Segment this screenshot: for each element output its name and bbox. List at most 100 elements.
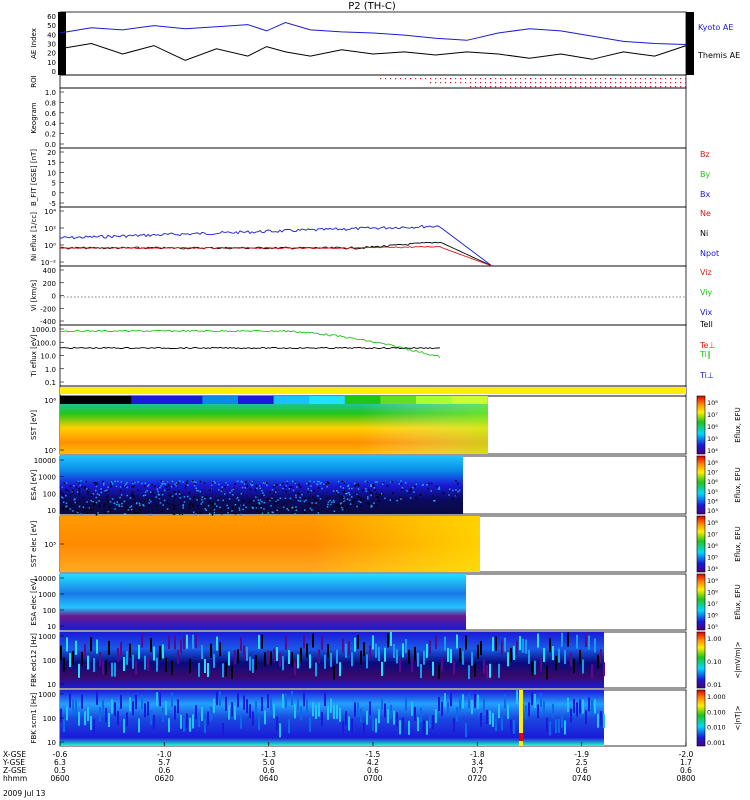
esa-noise-pixel bbox=[366, 481, 368, 483]
fbk-stripe bbox=[570, 652, 572, 667]
fbk-stripe bbox=[183, 635, 185, 650]
esa-noise-pixel bbox=[421, 484, 424, 487]
fbk-stripe bbox=[198, 713, 200, 727]
roi-dot bbox=[630, 86, 632, 88]
esa-noise-pixel bbox=[65, 488, 67, 491]
fbk-stripe bbox=[303, 634, 305, 649]
fbk-stripe bbox=[591, 699, 593, 714]
esa-noise-pixel bbox=[78, 505, 81, 508]
fbk-stripe bbox=[294, 704, 296, 719]
esa-noise-pixel bbox=[359, 501, 362, 503]
fbk_b-ytick: 10 bbox=[47, 739, 56, 747]
esa-noise-pixel bbox=[193, 480, 195, 483]
esa-noise-pixel bbox=[279, 497, 282, 499]
xaxis-row-label: Y-GSE bbox=[2, 758, 25, 767]
fbk-stripe bbox=[393, 710, 395, 725]
fbk-stripe bbox=[231, 702, 233, 717]
esa-noise-pixel bbox=[151, 498, 153, 500]
fbk-stripe bbox=[69, 653, 71, 667]
esa-noise-pixel bbox=[341, 496, 344, 498]
esa-noise-pixel bbox=[79, 513, 82, 515]
esa-noise-pixel bbox=[275, 511, 277, 513]
esa-noise-pixel bbox=[203, 482, 206, 484]
fbk-stripe bbox=[333, 665, 335, 680]
esa-noise-pixel bbox=[79, 504, 81, 506]
roi-dot bbox=[640, 86, 642, 88]
fbk-stripe bbox=[579, 699, 581, 714]
esa-noise-pixel bbox=[378, 500, 380, 502]
esa-noise-pixel bbox=[184, 502, 186, 504]
fbk_e-ytick: 100 bbox=[43, 657, 56, 665]
esa-noise-pixel bbox=[153, 494, 155, 496]
esa-noise-pixel bbox=[103, 482, 105, 485]
esa-noise-pixel bbox=[86, 488, 88, 490]
fbk-stripe bbox=[285, 635, 287, 650]
roi-dot bbox=[410, 78, 412, 80]
esa-noise-pixel bbox=[110, 480, 113, 483]
esa-noise-pixel bbox=[163, 489, 166, 492]
fbk-stripe bbox=[141, 633, 143, 648]
fbk-stripe bbox=[504, 637, 506, 652]
bfit-ytick: 15 bbox=[47, 159, 56, 167]
esa-noise-pixel bbox=[257, 499, 260, 501]
esa-noise-pixel bbox=[205, 495, 207, 498]
esa-noise-pixel bbox=[258, 502, 260, 504]
esa_i-cbar-tick: 10³ bbox=[707, 507, 718, 515]
esa-noise-pixel bbox=[167, 484, 170, 486]
roi-dot bbox=[615, 86, 617, 88]
roi-dot bbox=[625, 78, 627, 80]
roi-dot bbox=[565, 82, 567, 84]
sst_e-cbar-tick: 10⁸ bbox=[707, 519, 718, 527]
fbk-stripe bbox=[537, 633, 539, 648]
ti-ytick: 100.0 bbox=[36, 339, 56, 347]
vi-legend-1: Viy bbox=[700, 288, 713, 297]
esa-noise-pixel bbox=[224, 486, 226, 489]
esa-noise-pixel bbox=[315, 502, 317, 504]
xaxis-value: 0700 bbox=[363, 774, 382, 783]
fbk-stripe bbox=[159, 646, 161, 661]
esa-noise-pixel bbox=[98, 494, 100, 496]
esa-noise-pixel bbox=[117, 480, 119, 483]
esa-noise-pixel bbox=[177, 482, 179, 484]
fbk_e-cbar-label: <|mV/m|> bbox=[734, 641, 742, 678]
sst-top-cell bbox=[60, 396, 96, 404]
fbk-stripe bbox=[63, 718, 65, 733]
fbk_b-cbar-tick: 0.001 bbox=[707, 739, 726, 747]
esa-noise-pixel bbox=[298, 493, 300, 495]
ti-ytick: 10.0 bbox=[40, 353, 56, 361]
esa-noise-pixel bbox=[110, 484, 113, 487]
y-axes: AE Index6050403020100ROIKeogram1.00.80.6… bbox=[30, 13, 64, 747]
esa-noise-pixel bbox=[199, 512, 201, 514]
fbk-stripe bbox=[558, 648, 560, 663]
sst-top-cell bbox=[131, 396, 168, 404]
sst-top-cell bbox=[202, 396, 239, 404]
esa-noise-pixel bbox=[289, 486, 291, 488]
esa-noise-pixel bbox=[142, 494, 145, 497]
fbk-stripe bbox=[267, 694, 269, 708]
esa-noise-pixel bbox=[266, 499, 269, 501]
roi-dot bbox=[660, 86, 662, 88]
fbk-scm1-spectrogram bbox=[60, 690, 605, 746]
esa-noise-pixel bbox=[261, 501, 263, 503]
fbk-stripe bbox=[603, 714, 605, 729]
fbk-stripe bbox=[75, 640, 77, 655]
esa-noise-pixel bbox=[251, 506, 254, 509]
esa-noise-pixel bbox=[351, 496, 353, 498]
fbk-stripe bbox=[120, 642, 122, 657]
esa-noise-pixel bbox=[170, 495, 172, 497]
fbk-stripe bbox=[504, 694, 506, 709]
esa-noise-pixel bbox=[378, 494, 381, 496]
fbk-stripe bbox=[405, 696, 407, 711]
fbk_e-ytick: 1000 bbox=[38, 633, 56, 641]
fbk-stripe bbox=[384, 703, 386, 718]
esa-noise-pixel bbox=[348, 487, 350, 490]
fbk-stripe bbox=[360, 650, 362, 665]
esa-noise-pixel bbox=[65, 482, 68, 484]
fbk-stripe bbox=[207, 663, 209, 677]
fbk-stripe bbox=[417, 652, 419, 667]
esa-noise-pixel bbox=[326, 481, 329, 483]
esa-noise-pixel bbox=[390, 481, 392, 483]
yellow-band bbox=[60, 387, 686, 394]
ti-legend-2: Ti∥ bbox=[699, 350, 711, 359]
esa-noise-pixel bbox=[171, 511, 173, 514]
